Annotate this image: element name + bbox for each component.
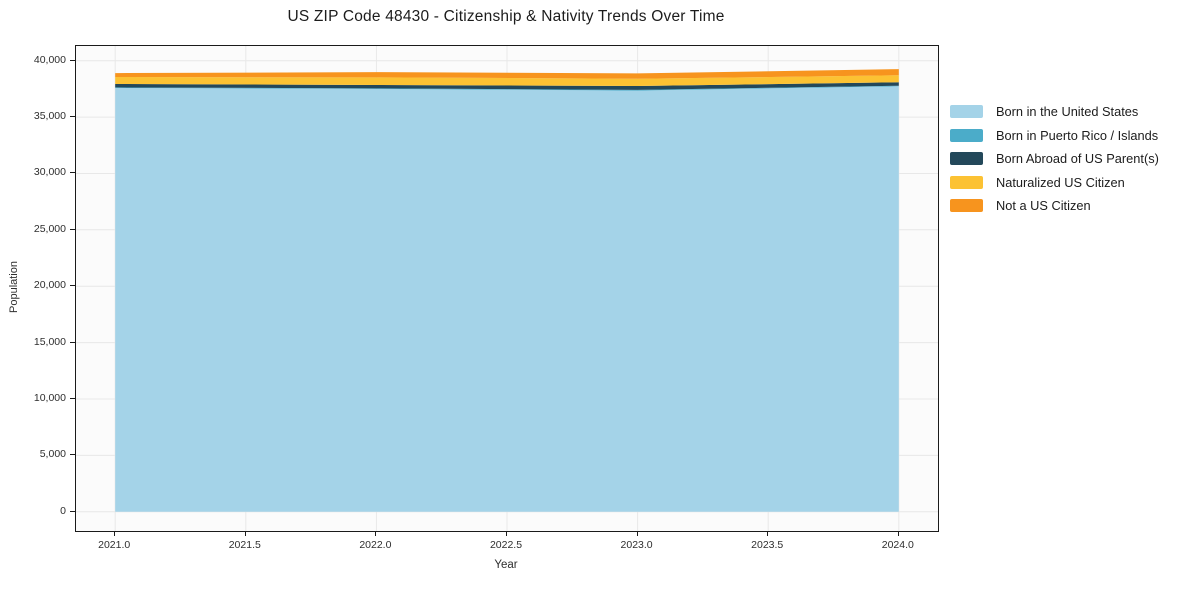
x-tick-label: 2023.5: [751, 539, 784, 551]
x-tick-label: 2021.0: [98, 539, 131, 551]
x-tick-mark: [636, 531, 638, 536]
x-tick-mark: [244, 531, 246, 536]
legend-label: Naturalized US Citizen: [996, 174, 1125, 190]
x-tick-mark: [767, 531, 769, 536]
x-tick-mark: [897, 531, 899, 536]
y-tick-mark: [70, 172, 75, 174]
y-tick-label: 5,000: [39, 448, 66, 461]
x-axis-label: Year: [494, 559, 518, 571]
legend-swatch: [950, 105, 983, 119]
legend-label: Born in Puerto Rico / Islands: [996, 127, 1159, 143]
x-tick-label: 2024.0: [881, 539, 914, 551]
area-series: [115, 69, 899, 79]
y-tick-mark: [70, 341, 75, 343]
x-tick-label: 2023.0: [620, 539, 653, 551]
y-tick-mark: [70, 510, 75, 512]
legend-label: Born Abroad of US Parent(s): [996, 151, 1159, 167]
x-tick-mark: [114, 531, 116, 536]
chart-title: US ZIP Code 48430 - Citizenship & Nativi…: [287, 8, 725, 25]
legend-item: Born in Puerto Rico / Islands: [950, 124, 1159, 148]
x-tick-label: 2022.0: [359, 539, 392, 551]
legend-swatch: [950, 128, 983, 142]
legend-swatch: [950, 152, 983, 166]
legend-label: Not a US Citizen: [996, 198, 1091, 214]
legend: Born in the United States Born in Puerto …: [950, 100, 1159, 218]
stacked-area-plot: [76, 46, 938, 531]
y-tick-label: 40,000: [33, 53, 66, 66]
y-tick-mark: [70, 59, 75, 61]
x-tick-mark: [506, 531, 507, 536]
y-tick-label: 35,000: [33, 110, 66, 123]
y-tick-mark: [70, 228, 75, 230]
legend-item: Naturalized US Citizen: [950, 171, 1159, 195]
x-tick-label: 2022.5: [489, 539, 523, 551]
legend-label: Born in the United States: [996, 104, 1139, 120]
y-tick-label: 10,000: [33, 392, 66, 405]
x-tick-mark: [375, 531, 377, 536]
y-tick-label: 15,000: [33, 335, 66, 348]
y-tick-mark: [70, 285, 75, 287]
y-tick-mark: [70, 116, 75, 118]
legend-swatch: [950, 175, 983, 189]
y-tick-label: 20,000: [33, 279, 66, 292]
x-tick-label: 2021.5: [228, 539, 261, 551]
plot-area: [75, 45, 939, 532]
legend-swatch: [950, 199, 983, 213]
legend-item: Born Abroad of US Parent(s): [950, 147, 1159, 171]
y-tick-label: 25,000: [33, 222, 66, 235]
area-series: [115, 82, 899, 90]
legend-item: Born in the United States: [950, 100, 1159, 124]
area-series: [115, 75, 899, 86]
legend-item: Not a US Citizen: [950, 194, 1159, 218]
y-tick-label: 0: [60, 504, 66, 517]
y-tick-mark: [70, 398, 75, 400]
area-series: [115, 85, 899, 91]
y-tick-mark: [70, 454, 75, 456]
y-tick-label: 30,000: [33, 166, 66, 179]
area-series: [115, 86, 899, 512]
